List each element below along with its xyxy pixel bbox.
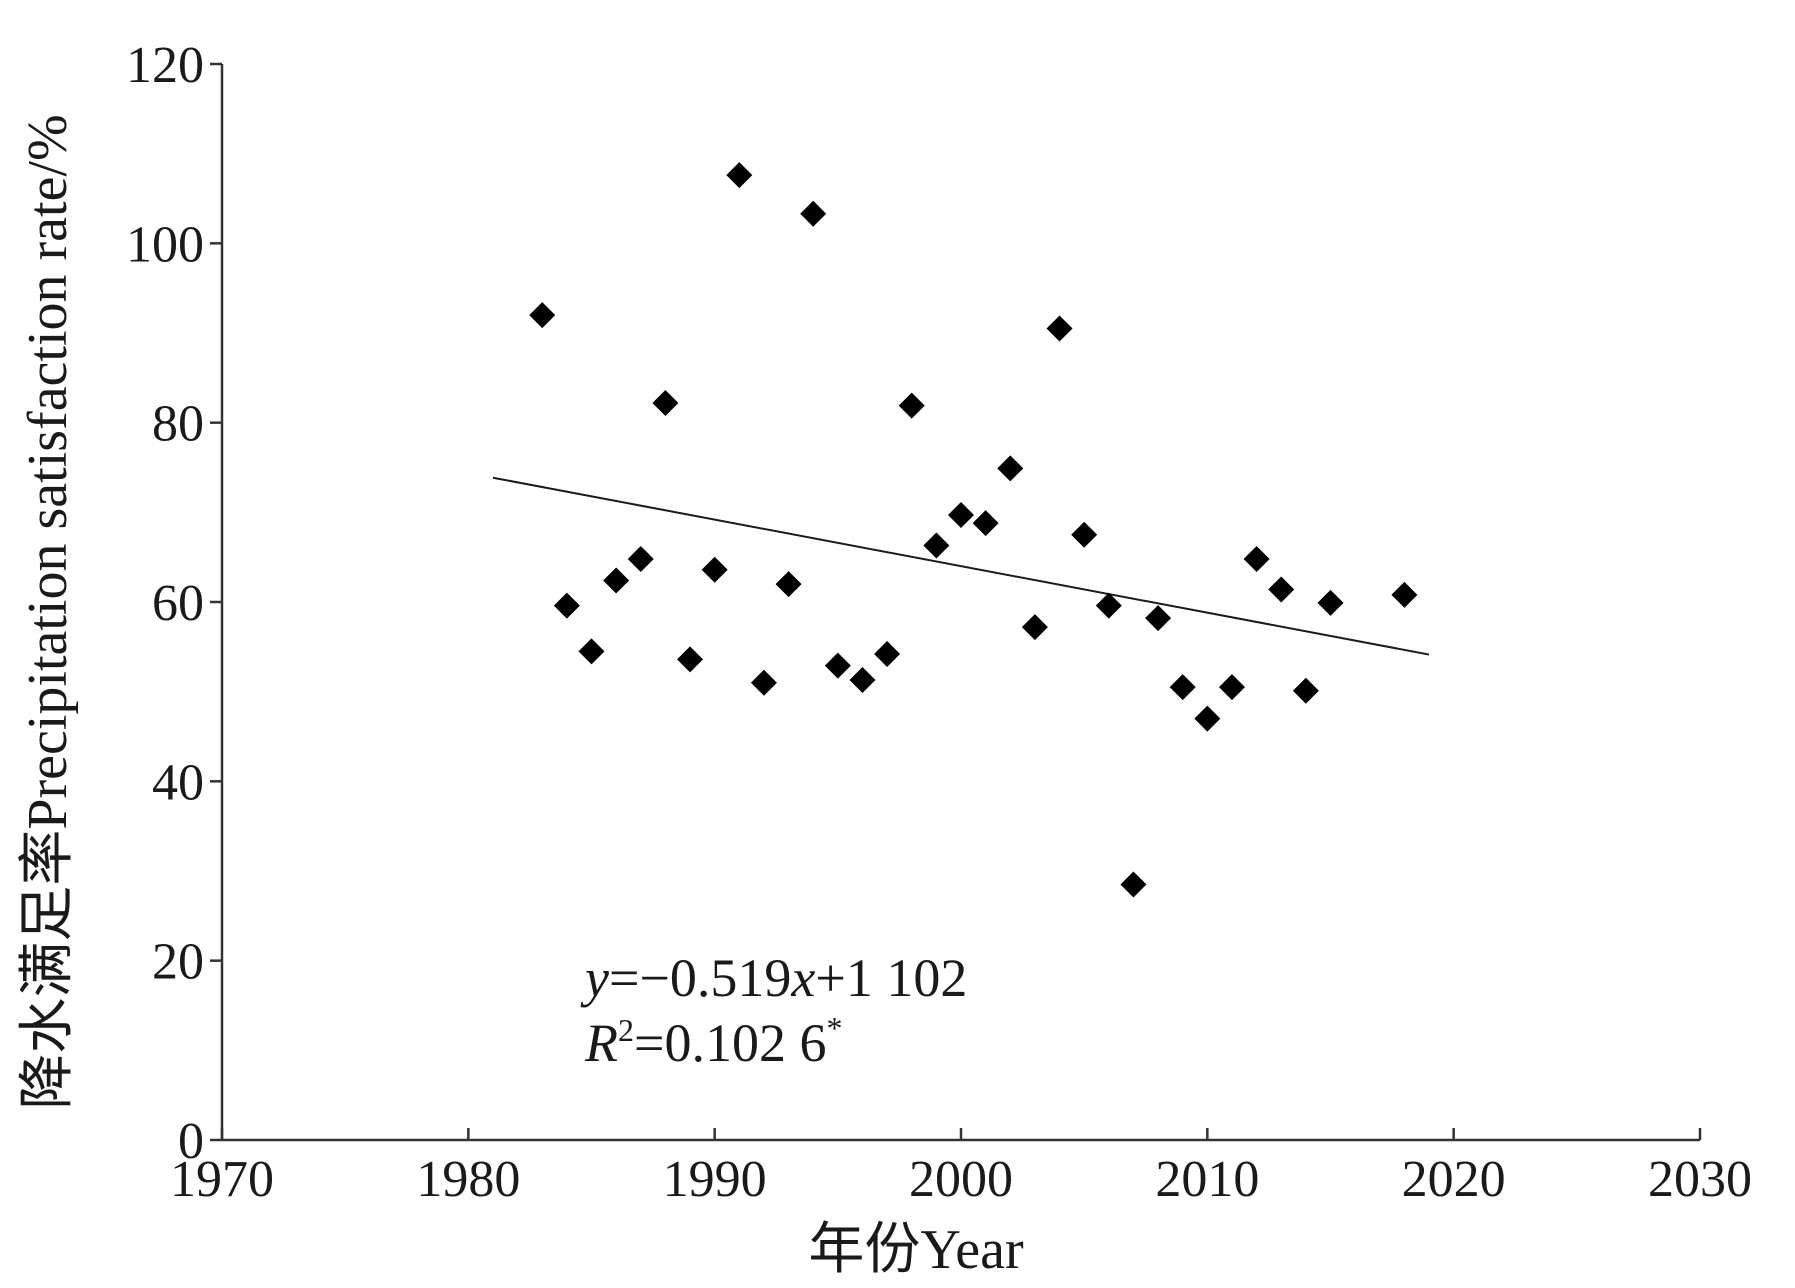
data-point bbox=[677, 646, 704, 673]
data-point bbox=[874, 641, 901, 668]
x-tick-label: 1990 bbox=[663, 1151, 767, 1208]
x-tick-label: 1970 bbox=[170, 1151, 274, 1208]
y-axis-title: 降水满足率Precipitation satisfaction rate/% bbox=[17, 114, 79, 1109]
data-point bbox=[1120, 871, 1147, 898]
data-point bbox=[553, 592, 580, 619]
data-point bbox=[972, 510, 999, 537]
data-point bbox=[923, 532, 950, 559]
y-tick-label: 40 bbox=[152, 754, 204, 811]
data-point bbox=[1021, 614, 1048, 641]
eq-x-var: x bbox=[790, 948, 815, 1008]
data-point bbox=[578, 638, 605, 665]
data-point bbox=[849, 667, 876, 694]
regression-equation: y=−0.519x+1 102 bbox=[580, 948, 967, 1008]
y-tick-label: 100 bbox=[126, 216, 204, 273]
y-tick-label: 80 bbox=[152, 396, 204, 453]
data-point bbox=[1218, 674, 1245, 701]
data-point bbox=[1243, 545, 1270, 572]
data-point bbox=[1292, 677, 1319, 704]
r2-superscript: 2 bbox=[618, 1012, 634, 1048]
data-point bbox=[1391, 581, 1418, 608]
data-point bbox=[1095, 592, 1122, 619]
r2-value: =0.102 6 bbox=[634, 1013, 826, 1073]
data-points bbox=[529, 162, 1418, 898]
data-point bbox=[1268, 576, 1295, 603]
data-point bbox=[1317, 589, 1344, 616]
data-point bbox=[529, 302, 556, 329]
data-point bbox=[603, 567, 630, 594]
data-point bbox=[775, 571, 802, 598]
r2-var: R bbox=[584, 1013, 618, 1073]
data-point bbox=[750, 669, 777, 696]
y-ticks: 0 20 40 60 80 100 120 bbox=[126, 37, 222, 1170]
data-point bbox=[800, 200, 827, 227]
r2-significance: * bbox=[826, 1010, 842, 1046]
data-point bbox=[1071, 521, 1098, 548]
x-ticks: 1970 1980 1990 2000 2010 2020 2030 bbox=[170, 1128, 1752, 1208]
x-tick-label: 2020 bbox=[1402, 1151, 1506, 1208]
y-tick-label: 0 bbox=[178, 1113, 204, 1170]
y-tick-label: 60 bbox=[152, 575, 204, 632]
data-point bbox=[726, 162, 753, 189]
x-tick-label: 2010 bbox=[1155, 1151, 1259, 1208]
r-squared-annotation: R2=0.102 6* bbox=[584, 1010, 842, 1073]
data-point bbox=[1194, 705, 1221, 732]
x-tick-label: 2030 bbox=[1648, 1151, 1752, 1208]
data-point bbox=[1145, 605, 1172, 632]
eq-y-var: y bbox=[580, 948, 609, 1008]
data-point bbox=[997, 455, 1024, 482]
eq-part1: =−0.519 bbox=[609, 948, 791, 1008]
y-tick-label: 20 bbox=[152, 934, 204, 991]
data-point bbox=[701, 556, 728, 583]
x-tick-label: 2000 bbox=[909, 1151, 1013, 1208]
x-axis-title: 年份Year bbox=[808, 1219, 1024, 1281]
eq-part2: +1 102 bbox=[815, 948, 967, 1008]
data-point bbox=[1169, 674, 1196, 701]
data-point bbox=[948, 502, 974, 529]
data-point bbox=[1046, 315, 1073, 342]
trend-line bbox=[492, 476, 1430, 656]
x-tick-label: 1980 bbox=[416, 1151, 520, 1208]
data-point bbox=[898, 392, 925, 419]
y-tick-label: 120 bbox=[126, 37, 204, 94]
data-point bbox=[627, 545, 654, 572]
data-point bbox=[652, 389, 679, 416]
data-point bbox=[824, 652, 851, 679]
